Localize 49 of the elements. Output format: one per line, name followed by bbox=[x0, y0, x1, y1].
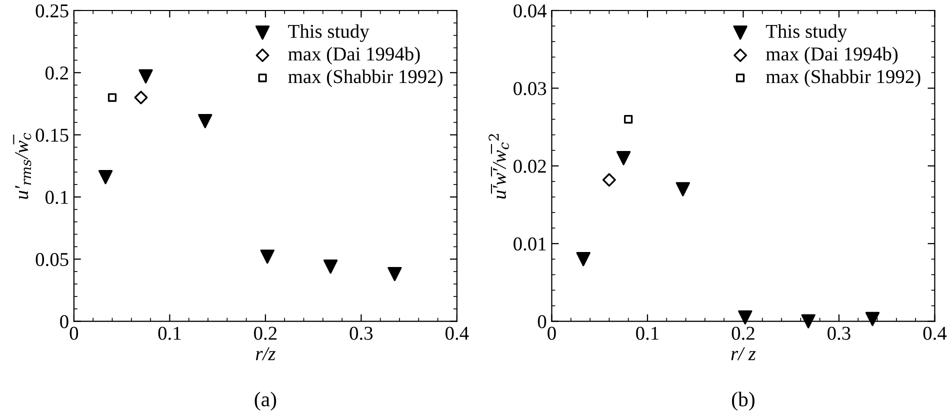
y-tick-label: 0 bbox=[538, 315, 546, 328]
x-tick-label: 0 bbox=[70, 326, 78, 340]
y-tick-label: 0.1 bbox=[46, 190, 68, 204]
point bbox=[602, 173, 616, 187]
legend-label: max (Dai 1994b) bbox=[288, 46, 420, 65]
point bbox=[108, 93, 117, 102]
point bbox=[576, 252, 590, 266]
point bbox=[134, 90, 148, 104]
y-tick-label: 0.01 bbox=[514, 237, 546, 251]
point bbox=[738, 310, 752, 324]
point bbox=[616, 151, 631, 166]
y-tick-label: 0.02 bbox=[514, 160, 546, 173]
y-tick-label: 0 bbox=[60, 315, 68, 328]
y-tick-label: 0.03 bbox=[514, 82, 546, 96]
point bbox=[676, 182, 690, 196]
y-tick-label: 0.2 bbox=[46, 66, 68, 80]
point bbox=[98, 170, 113, 184]
y-axis-title: u′$_{rms}$/w̅$_{c}$ bbox=[13, 132, 32, 199]
legend-label: This study bbox=[766, 24, 848, 42]
point bbox=[198, 114, 212, 128]
y-axis-title: u̅′w̅′/w̅$_{c}$$^{2}$ bbox=[488, 134, 510, 199]
y-tick-label: 0.04 bbox=[514, 4, 547, 18]
y-tick-label: 0.05 bbox=[36, 252, 68, 266]
legend-label: max (Shabbir 1992) bbox=[766, 70, 920, 88]
x-tick-label: 0.4 bbox=[923, 326, 947, 340]
point bbox=[138, 69, 153, 84]
legend-label: max (Shabbir 1992) bbox=[288, 70, 442, 88]
legend-label: This study bbox=[288, 24, 370, 42]
y-tick-label: 0.15 bbox=[36, 128, 68, 142]
point bbox=[624, 114, 633, 124]
x-axis-title: r/z bbox=[256, 347, 276, 360]
point bbox=[388, 266, 402, 282]
x-tick-label: 0.1 bbox=[158, 326, 181, 340]
point bbox=[260, 250, 274, 264]
x-tick-label: 0.4 bbox=[446, 326, 469, 340]
x-tick-label: 0.1 bbox=[636, 326, 658, 340]
x-tick-label: 0.3 bbox=[350, 326, 373, 340]
legend-label: max (Dai 1994b) bbox=[766, 46, 898, 65]
x-tick-label: 0 bbox=[548, 326, 556, 340]
x-tick-label: 0.2 bbox=[732, 326, 754, 340]
point bbox=[801, 314, 816, 328]
y-tick-label: 0.25 bbox=[36, 4, 68, 18]
point bbox=[865, 312, 880, 326]
text: (b) bbox=[732, 392, 754, 411]
point bbox=[323, 260, 338, 274]
x-tick-label: 0.2 bbox=[254, 326, 277, 340]
x-axis-title: r/ z bbox=[731, 347, 756, 360]
x-tick-label: 0.3 bbox=[828, 326, 850, 340]
text: (a) bbox=[254, 392, 276, 411]
